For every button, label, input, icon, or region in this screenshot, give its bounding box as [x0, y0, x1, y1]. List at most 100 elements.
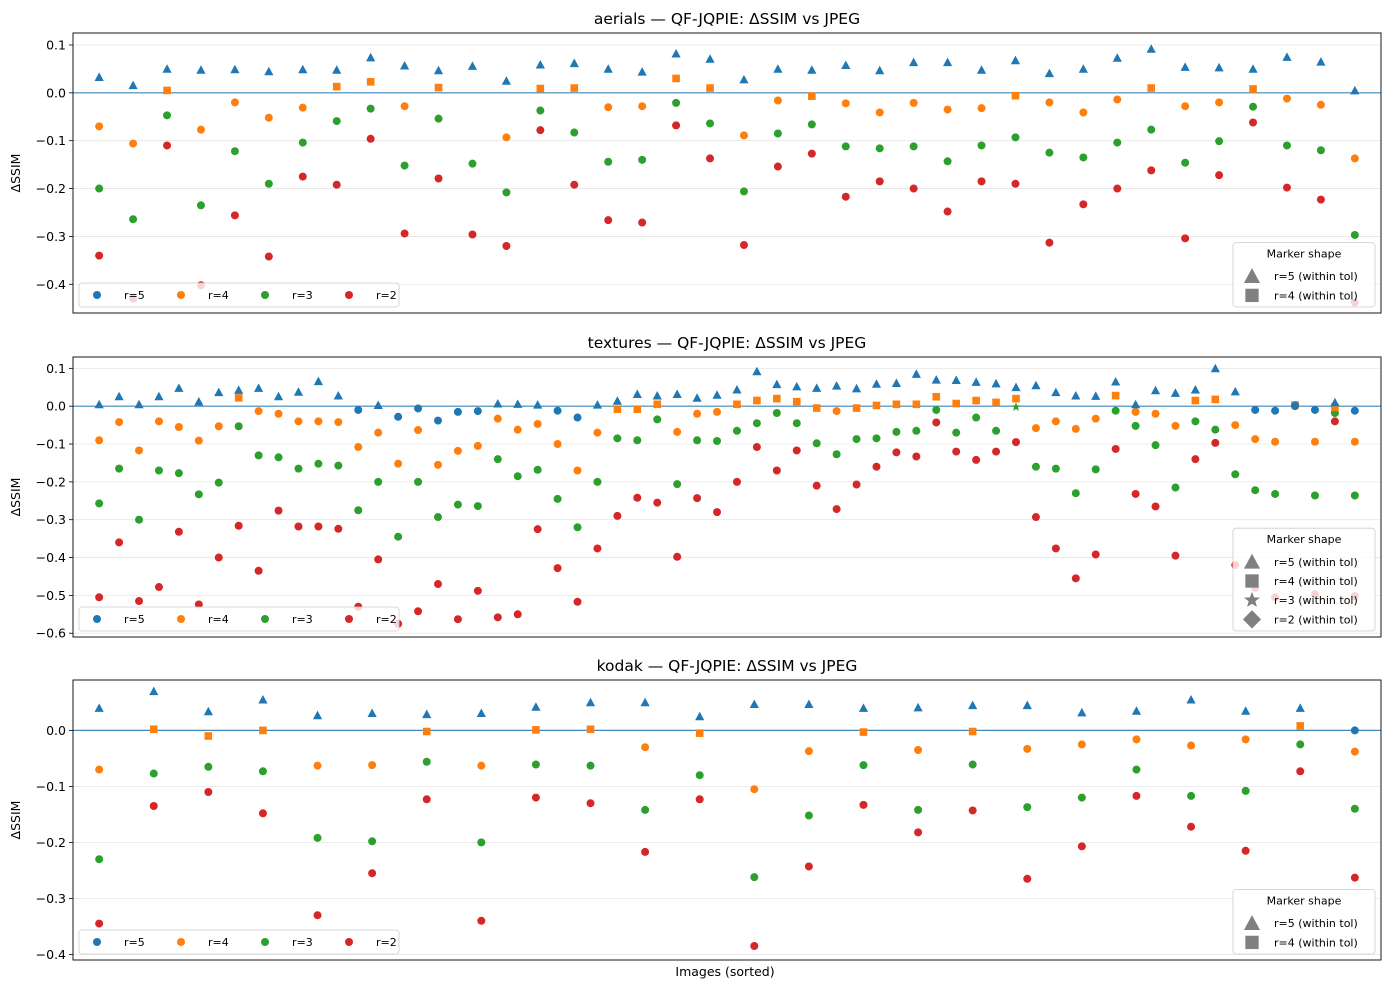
point-r2 [135, 597, 144, 606]
point-r2 [274, 506, 283, 515]
point-r2 [95, 919, 104, 928]
point-r5-triangle [467, 61, 478, 70]
series-r5 [94, 44, 1360, 95]
point-r2 [453, 615, 462, 624]
y-tick-label: −0.6 [36, 626, 66, 641]
point-r3 [95, 855, 104, 864]
point-r2 [1151, 502, 1160, 511]
point-r5-triangle [632, 389, 642, 398]
point-r2 [174, 527, 183, 536]
point-r5-triangle [1077, 707, 1087, 717]
point-r5 [1350, 406, 1359, 415]
point-r2 [1316, 195, 1325, 204]
point-r3 [807, 120, 816, 129]
point-r4-square [972, 396, 980, 405]
point-r4 [875, 108, 884, 117]
point-r5-triangle [254, 383, 264, 392]
y-tick-label: 0.0 [46, 399, 66, 414]
point-r4 [414, 426, 423, 435]
point-r3 [1051, 464, 1060, 473]
legend-box [1232, 527, 1376, 632]
point-r5-triangle [535, 59, 545, 69]
point-r2 [230, 211, 239, 220]
point-r5-triangle [273, 391, 284, 401]
point-r4-square [586, 725, 595, 734]
point-r5-triangle [652, 390, 662, 400]
axes-frame [72, 356, 1382, 638]
legend-label: r=2 [376, 936, 397, 949]
point-r3 [1131, 421, 1140, 430]
point-r5-triangle [1031, 380, 1041, 390]
point-r3 [214, 478, 223, 487]
legend-label: r=4 (within tol) [1274, 936, 1358, 949]
point-r5-triangle [1071, 390, 1081, 400]
point-r2 [254, 566, 263, 575]
point-r2 [613, 511, 622, 520]
point-r5-triangle [692, 393, 702, 402]
point-r4-square [706, 84, 714, 92]
point-r2 [1330, 417, 1339, 426]
point-r3 [332, 117, 341, 126]
point-r4-square [773, 394, 781, 403]
point-r5 [414, 404, 423, 413]
point-r4 [1241, 735, 1250, 744]
point-r4 [1350, 747, 1359, 756]
legend-star-icon [1244, 591, 1260, 607]
point-r4 [533, 419, 542, 428]
point-r4 [1077, 740, 1086, 749]
series-r4 [95, 391, 1359, 475]
legend-label: r=5 [124, 289, 145, 302]
point-r2 [1091, 550, 1100, 559]
point-r2 [214, 553, 223, 562]
point-r3 [414, 477, 423, 486]
point-r4-square [1211, 395, 1220, 404]
point-r5-triangle [313, 376, 324, 386]
point-r2 [234, 521, 243, 530]
point-r4 [641, 743, 650, 752]
point-r5-triangle [1186, 695, 1196, 704]
point-r5-triangle [162, 64, 172, 73]
point-r5-triangle [705, 54, 715, 63]
point-r3 [1079, 153, 1088, 162]
point-r2 [1147, 166, 1156, 175]
point-r3 [750, 873, 759, 882]
y-tick-label: 0.1 [46, 361, 66, 376]
point-r3 [773, 129, 782, 138]
legend-marker-r4 [177, 938, 185, 946]
point-r5-triangle [94, 703, 104, 712]
point-r5-triangle [1010, 55, 1021, 65]
point-r5-triangle [203, 706, 213, 716]
point-r3 [992, 426, 1001, 435]
point-r4 [129, 139, 138, 148]
point-r4-square [932, 392, 941, 401]
legend-label: r=4 [208, 289, 229, 302]
point-r3 [502, 188, 511, 197]
point-r3 [1211, 425, 1220, 434]
point-r3 [374, 477, 383, 486]
y-tick-label: −0.1 [36, 437, 66, 452]
y-axis-label: ΔSSIM [8, 801, 23, 840]
legend-title: Marker shape [1267, 248, 1342, 261]
point-r5-triangle [234, 385, 244, 394]
point-r5-triangle [832, 381, 842, 390]
point-r5-triangle [1170, 388, 1181, 397]
point-r4 [1132, 735, 1141, 744]
point-r4 [174, 423, 183, 431]
point-r2 [693, 494, 702, 503]
point-r5-triangle [1190, 384, 1200, 394]
point-r5-triangle [637, 67, 647, 76]
point-r2 [752, 443, 761, 452]
legend-label: r=2 [376, 289, 397, 302]
point-r4 [502, 133, 511, 142]
point-r3 [841, 142, 850, 151]
point-r3 [1350, 491, 1359, 500]
point-r4 [313, 761, 322, 770]
point-r5-triangle [931, 375, 941, 384]
point-r4 [1187, 741, 1196, 750]
point-r3 [154, 466, 163, 475]
point-r3 [1249, 102, 1258, 111]
legend-shapes: Marker shape r=5 (within tol) r=4 (within … [1232, 242, 1376, 308]
point-r4 [264, 113, 273, 122]
series-r4 [95, 74, 1359, 163]
legend-label: r=3 (within tol) [1274, 594, 1358, 607]
